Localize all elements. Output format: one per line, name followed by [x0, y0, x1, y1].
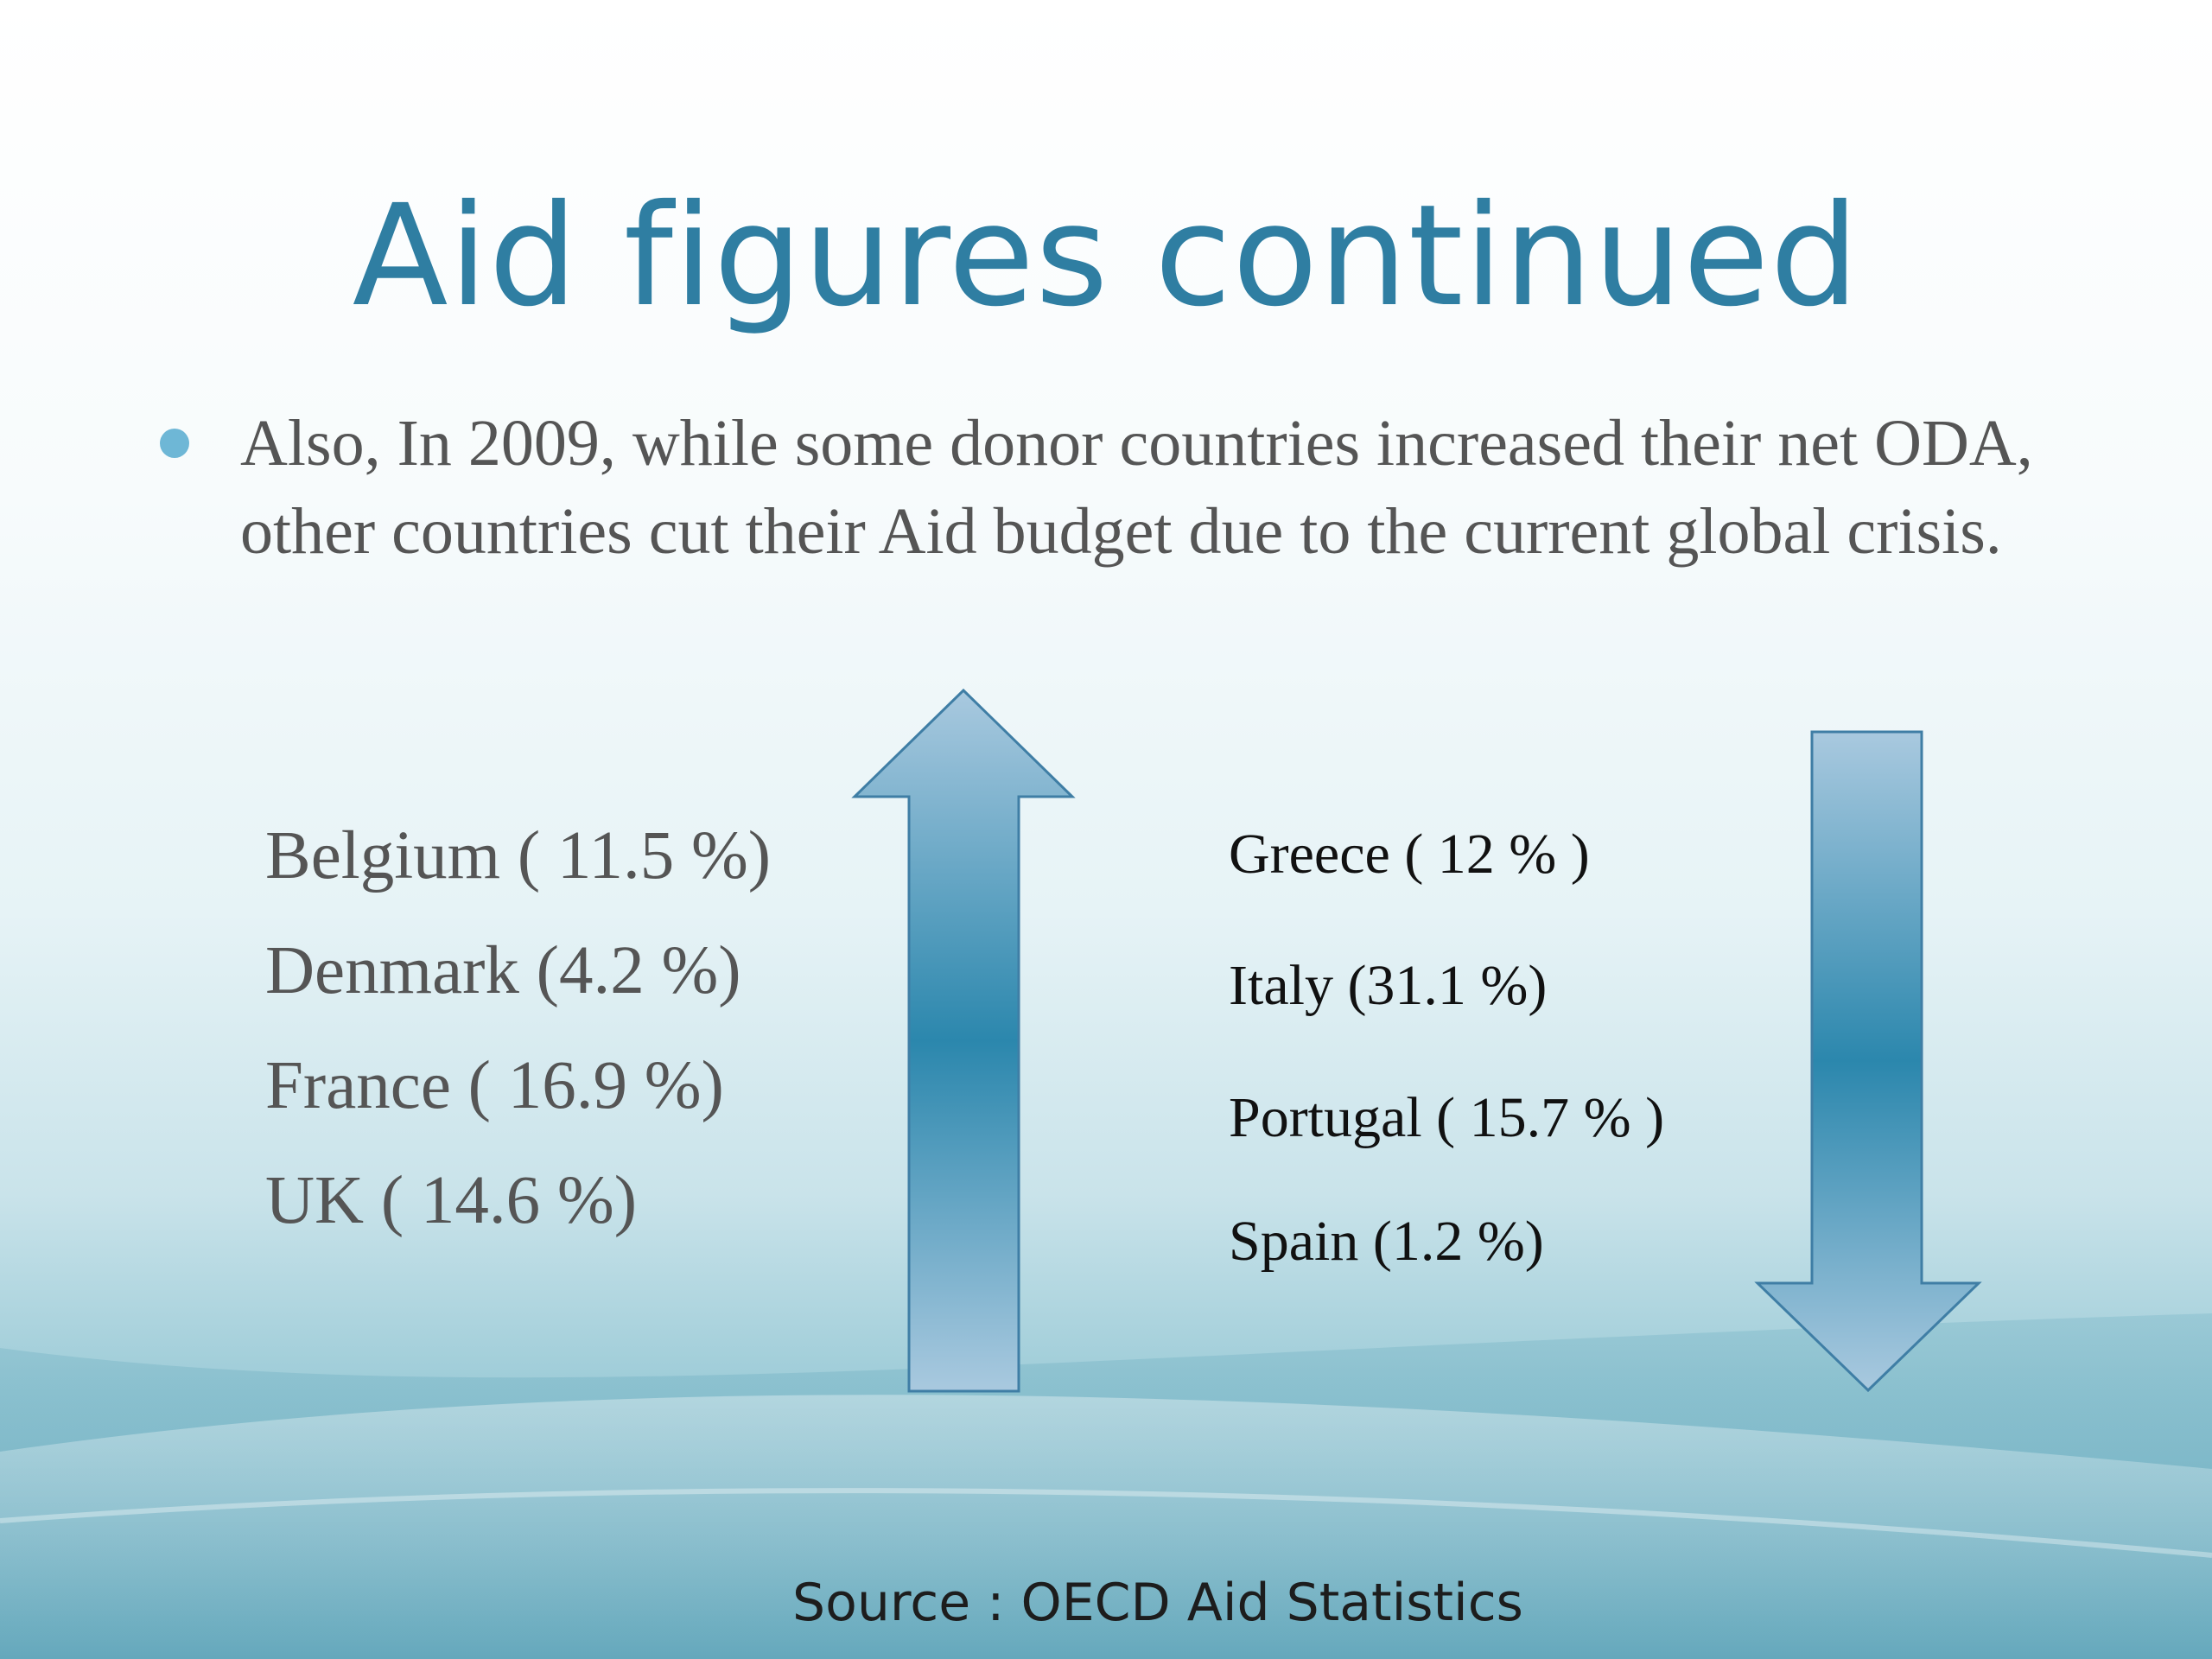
list-item: Denmark (4.2 %)	[265, 933, 741, 1008]
list-item: Italy (31.1 %)	[1229, 954, 1548, 1017]
source-note: Source : OECD Aid Statistics	[792, 1573, 1523, 1633]
list-item: Spain (1.2 %)	[1229, 1210, 1544, 1273]
list-item: France ( 16.9 %)	[265, 1048, 724, 1123]
bullet-dot-icon	[160, 429, 189, 458]
increased-countries-list: Belgium ( 11.5 %) Denmark (4.2 %) France…	[265, 810, 771, 1270]
list-item: Portugal ( 15.7 % )	[1229, 1086, 1665, 1149]
list-item: UK ( 14.6 %)	[265, 1163, 638, 1238]
slide-title: Aid figures continued	[352, 175, 1860, 338]
down-arrow-icon	[1754, 730, 1982, 1393]
bullet-text: Also, In 2009, while some donor countrie…	[240, 407, 2033, 568]
list-item: Greece ( 12 % )	[1229, 823, 1590, 886]
up-arrow-icon	[851, 688, 1076, 1393]
list-item: Belgium ( 11.5 %)	[265, 818, 772, 893]
